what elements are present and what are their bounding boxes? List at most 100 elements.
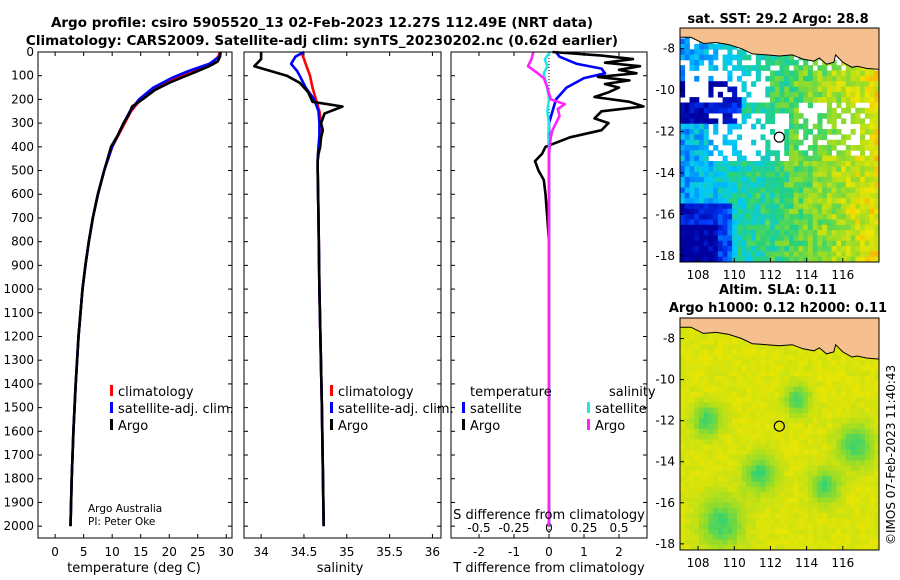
map-cell <box>746 449 752 456</box>
map-cell <box>789 251 795 258</box>
map-cell <box>713 192 719 199</box>
map-cell <box>812 171 818 178</box>
map-cell <box>841 439 847 445</box>
map-cell <box>845 256 851 262</box>
map-cell <box>703 123 709 130</box>
map-cell <box>684 240 690 247</box>
map-cell <box>689 423 695 430</box>
map-cell <box>722 523 728 530</box>
map-cell <box>684 376 690 382</box>
map-cell <box>789 534 795 540</box>
map-cell <box>703 150 709 156</box>
map-cell <box>822 507 828 514</box>
map-cell <box>694 102 700 109</box>
map-cell <box>708 481 714 488</box>
map-cell <box>717 354 723 361</box>
map-cell <box>789 492 795 498</box>
map-cell <box>784 54 790 61</box>
map-cell <box>689 171 695 178</box>
map-cell <box>694 139 700 146</box>
map-cell <box>699 476 705 482</box>
map-cell <box>850 423 856 430</box>
map-cell <box>836 198 842 204</box>
map-cell <box>855 507 861 514</box>
map-cell <box>727 230 733 236</box>
map-cell <box>713 481 719 488</box>
map-cell <box>689 166 695 172</box>
map-cell <box>850 166 856 172</box>
map-cell <box>703 434 709 440</box>
map-cell <box>845 235 851 242</box>
map-cell <box>699 113 705 119</box>
map-cell <box>860 497 866 503</box>
map-cell <box>680 344 686 351</box>
map-cell <box>746 402 752 409</box>
map-cell <box>708 381 714 387</box>
java-landmass <box>680 318 879 360</box>
map-cell <box>746 534 752 540</box>
map-cell <box>817 470 823 477</box>
map-cell <box>774 544 780 550</box>
map-cell <box>864 412 870 419</box>
map-cell <box>722 518 728 525</box>
map-cell <box>817 502 823 509</box>
map-cell <box>717 428 723 435</box>
map-cell <box>722 360 728 366</box>
map-cell <box>803 86 809 93</box>
map-cell <box>741 246 747 252</box>
map-cell <box>755 203 761 210</box>
map-cell <box>807 513 813 519</box>
map-cell <box>703 333 709 340</box>
depth-tick-label: 1800 <box>3 472 34 486</box>
map-cell <box>869 428 875 435</box>
map-cell <box>708 44 714 50</box>
map-cell <box>831 129 837 135</box>
map-cell <box>789 444 795 451</box>
map-cell <box>736 182 742 188</box>
map-cell <box>789 240 795 247</box>
map-cell <box>817 360 823 366</box>
map-cell <box>826 81 832 87</box>
map-cell <box>770 391 776 398</box>
map-cell <box>774 439 780 445</box>
map-cell <box>803 449 809 456</box>
map-cell <box>845 86 851 93</box>
map-cell <box>841 214 847 220</box>
map-cell <box>793 59 799 66</box>
map-cell <box>770 91 776 98</box>
map-cell <box>874 481 879 488</box>
map-cell <box>845 246 851 252</box>
map-cell <box>860 192 866 199</box>
map-cell <box>760 171 766 178</box>
map-cell <box>727 107 733 114</box>
map-cell <box>836 455 842 461</box>
map-cell <box>874 376 879 382</box>
map-cell <box>755 344 761 351</box>
map-cell <box>845 460 851 467</box>
map-cell <box>845 423 851 430</box>
map-cell <box>732 123 738 130</box>
map-cell <box>855 208 861 215</box>
temp-legend: climatology satellite-adj. clim. Argo <box>118 385 234 434</box>
map-cell <box>736 123 742 130</box>
map-cell <box>826 208 832 215</box>
map-cell <box>741 187 747 194</box>
map-cell <box>784 544 790 550</box>
map-cell <box>746 502 752 509</box>
map-cell <box>765 251 771 258</box>
map-cell <box>860 97 866 103</box>
map-cell <box>774 386 780 393</box>
map-cell <box>822 91 828 98</box>
map-cell <box>689 214 695 220</box>
map-cell <box>746 235 752 242</box>
map-cell <box>680 198 686 204</box>
map-cell <box>717 91 723 98</box>
map-cell <box>817 145 823 151</box>
map-cell <box>845 476 851 482</box>
map-cell <box>874 230 879 236</box>
map-cell <box>746 476 752 482</box>
map-cell <box>765 230 771 236</box>
map-cell <box>817 219 823 226</box>
map-cell <box>689 203 695 210</box>
map-cell <box>741 230 747 236</box>
